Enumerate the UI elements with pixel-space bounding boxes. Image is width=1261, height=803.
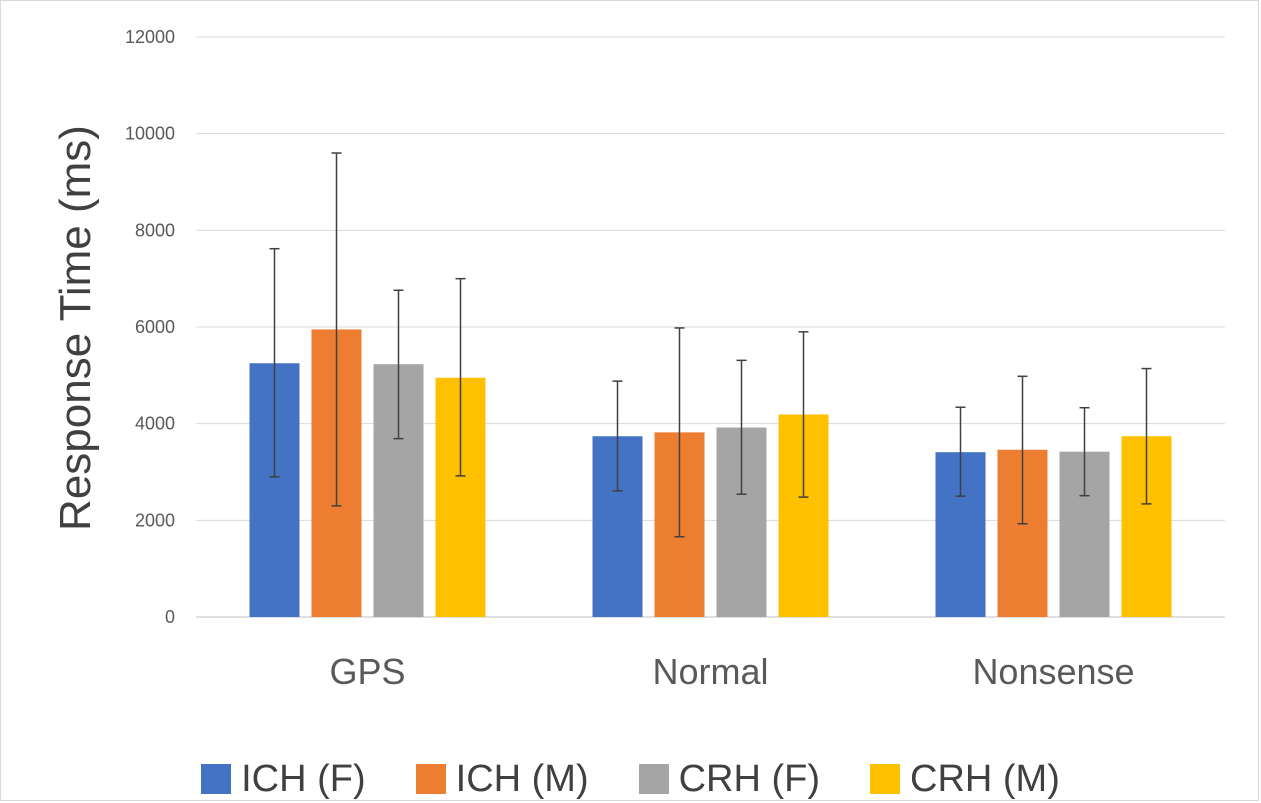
chart: 0 2000 4000 6000 8000 10000 12000 GPS Normal Non… xyxy=(51,27,1225,692)
legend-item: CRH (F) xyxy=(638,757,821,801)
legend-label: CRH (M) xyxy=(910,757,1060,800)
x-axis-ticks: GPS Normal Nonsense xyxy=(329,651,1134,692)
y-tick-label: 4000 xyxy=(135,414,175,434)
legend-swatch xyxy=(201,764,232,794)
legend-item: CRH (M) xyxy=(870,758,1060,801)
legend-label: ICH (F) xyxy=(241,757,366,800)
x-tick-label: Nonsense xyxy=(972,651,1134,692)
y-tick-label: 10000 xyxy=(125,124,175,144)
y-tick-label: 6000 xyxy=(135,317,175,337)
error-bars xyxy=(269,152,1152,538)
legend-item: ICH (M) xyxy=(415,757,589,801)
legend-swatch xyxy=(415,764,446,794)
legend-label: ICH (M) xyxy=(455,757,589,800)
legend-swatch xyxy=(638,764,669,794)
legend: ICH (F) ICH (M) CRH (F) CRH (M) xyxy=(0,755,1261,803)
y-tick-label: 2000 xyxy=(135,510,175,530)
x-tick-label: GPS xyxy=(329,651,405,692)
y-tick-label: 8000 xyxy=(135,220,175,240)
legend-item: ICH (F) xyxy=(201,758,366,801)
y-axis-label: Response Time (ms) xyxy=(51,125,100,531)
bars xyxy=(249,329,1172,617)
legend-swatch xyxy=(870,764,901,794)
gridlines xyxy=(196,36,1225,618)
y-tick-label: 0 xyxy=(165,607,175,627)
y-tick-label: 12000 xyxy=(125,27,175,47)
legend-label: CRH (F) xyxy=(678,757,821,800)
x-tick-label: Normal xyxy=(652,651,768,692)
y-axis-ticks: 0 2000 4000 6000 8000 10000 12000 xyxy=(125,27,175,627)
